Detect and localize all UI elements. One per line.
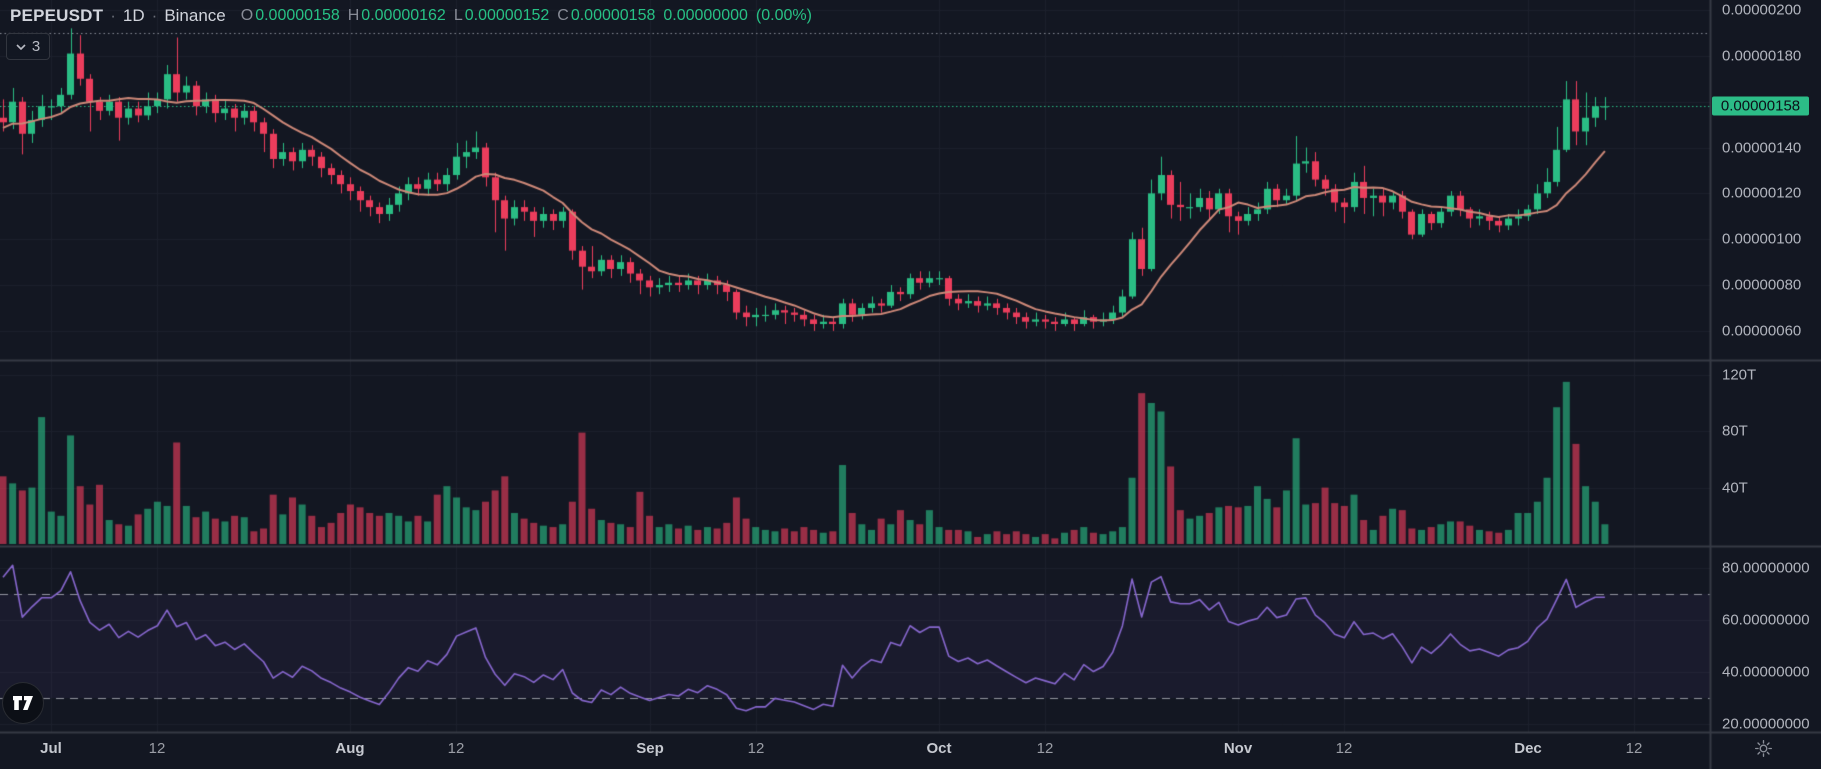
rsi-tick-label: 20.00000000: [1722, 715, 1810, 733]
interval-label: 1D: [122, 6, 145, 25]
high-key: H: [347, 7, 360, 24]
open-key: O: [240, 7, 254, 24]
chevron-down-icon: [16, 43, 26, 50]
separator-dot: ·: [110, 6, 116, 25]
change-value: 0.00000000: [663, 7, 748, 24]
time-month-label: Sep: [636, 740, 664, 757]
price-tick-label: 0.00000120: [1722, 184, 1802, 202]
low-value: 0.00000152: [464, 7, 550, 24]
indicators-collapse-button[interactable]: 3: [6, 33, 50, 60]
gear-icon[interactable]: [1753, 738, 1773, 758]
volume-tick-label: 40T: [1722, 479, 1748, 497]
low-key: L: [453, 7, 463, 24]
time-minor-label: 12: [1335, 740, 1353, 757]
tradingview-logo[interactable]: [2, 682, 44, 724]
price-tick-label: 0.00000200: [1722, 1, 1802, 19]
rsi-tick-label: 60.00000000: [1722, 611, 1810, 629]
close-key: C: [557, 7, 569, 24]
rsi-tick-label: 80.00000000: [1722, 559, 1810, 577]
time-minor-label: 12: [447, 740, 465, 757]
current-price-label: 0.00000158: [1712, 96, 1809, 116]
time-month-label: Jul: [40, 740, 62, 757]
time-minor-label: 12: [148, 740, 166, 757]
high-value: 0.00000162: [361, 7, 446, 24]
time-minor-label: 12: [1036, 740, 1054, 757]
open-value: 0.00000158: [255, 7, 340, 24]
separator-dot: ·: [151, 6, 158, 25]
symbol-name: PEPEUSDT: [10, 6, 104, 25]
close-value: 0.00000158: [570, 7, 656, 24]
time-minor-label: 12: [747, 740, 765, 757]
symbol-legend[interactable]: PEPEUSDT · 1D · Binance O 0.00000158 H 0.0…: [10, 6, 812, 26]
price-tick-label: 0.00000080: [1722, 276, 1802, 294]
volume-tick-label: 80T: [1722, 422, 1748, 440]
change-percent: (0.00%): [755, 7, 812, 24]
price-tick-label: 0.00000060: [1722, 322, 1802, 340]
exchange-label: Binance: [164, 6, 226, 25]
ohlc-values: O 0.00000158 H 0.00000162 L 0.00000152 C 0.0…: [241, 7, 812, 25]
collapsed-indicator-count: 3: [31, 38, 41, 55]
time-month-label: Oct: [926, 740, 952, 757]
volume-tick-label: 120T: [1722, 366, 1757, 384]
time-month-label: Dec: [1514, 740, 1542, 757]
tradingview-icon: [12, 695, 34, 711]
price-tick-label: 0.00000180: [1722, 47, 1802, 65]
time-month-label: Aug: [335, 740, 365, 757]
price-tick-label: 0.00000100: [1722, 230, 1802, 248]
time-minor-label: 12: [1625, 740, 1643, 757]
price-tick-label: 0.00000140: [1722, 139, 1802, 157]
rsi-tick-label: 40.00000000: [1722, 663, 1810, 681]
time-month-label: Nov: [1223, 740, 1253, 757]
